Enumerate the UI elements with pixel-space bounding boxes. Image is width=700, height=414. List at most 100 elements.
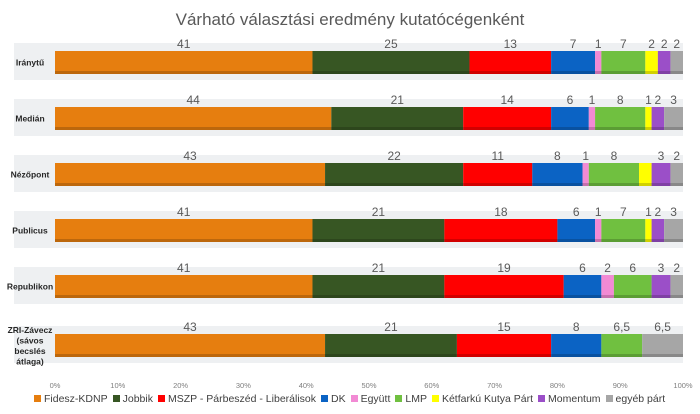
- data-label: 3: [658, 261, 665, 275]
- category-label: Iránytű: [16, 58, 44, 68]
- x-tick-label: 100%: [673, 381, 693, 390]
- legend-item: egyéb párt: [605, 393, 666, 405]
- x-axis-ticks: 0% 10% 20% 30% 40% 50% 60% 70% 80% 90% 100%: [50, 381, 693, 390]
- bar-segment: [651, 163, 671, 186]
- data-labels: 41 25 13 7 1 7 2 2 244 21 14 6 1 8 1 2 343 22 11 8 1 8 3 241 21 1…: [177, 37, 680, 334]
- data-label: 8: [554, 149, 561, 163]
- legend-label: Együtt: [360, 393, 391, 405]
- legend-item: Momentum: [538, 393, 601, 405]
- category-labels: Iránytű Medián Nézőpont Publicus Republikon Z…: [7, 58, 53, 367]
- category-label: Nézőpont: [11, 170, 50, 180]
- data-label: 7: [620, 37, 627, 51]
- bar-segment: [595, 51, 602, 74]
- data-label: 2: [673, 37, 680, 51]
- legend-swatch: [431, 395, 439, 402]
- data-label: 1: [589, 93, 596, 107]
- legend-swatch: [157, 395, 165, 402]
- bar-segment: [312, 51, 470, 74]
- data-label: 22: [387, 149, 401, 163]
- bar-segment: [601, 275, 614, 298]
- bar-segment: [444, 219, 558, 242]
- bar-segment: [588, 163, 640, 186]
- bar-segment: [551, 334, 602, 357]
- bar-shadow: [55, 295, 683, 298]
- data-label: 8: [573, 320, 580, 334]
- data-label: 41: [177, 261, 191, 275]
- data-label: 18: [494, 205, 508, 219]
- data-label: 2: [661, 37, 668, 51]
- legend-label: MSZP - Párbeszéd - Liberálisok: [167, 393, 316, 405]
- data-label: 2: [673, 149, 680, 163]
- data-label: 3: [658, 149, 665, 163]
- data-label: 6,5: [613, 320, 630, 334]
- data-label: 3: [670, 205, 677, 219]
- bar-segment: [601, 334, 643, 357]
- bar-segment: [55, 334, 326, 357]
- bar-segment: [563, 275, 602, 298]
- bar-segment: [444, 275, 564, 298]
- legend-label: Fidesz-KDNP: [44, 393, 108, 405]
- bar-segment: [642, 334, 683, 357]
- category-label: Publicus: [12, 226, 48, 236]
- data-label: 6: [573, 205, 580, 219]
- legend-swatch: [605, 395, 613, 402]
- data-label: 2: [655, 93, 662, 107]
- data-label: 1: [595, 37, 602, 51]
- bar-backdrops: [14, 43, 683, 363]
- legend-label: Jobbik: [122, 393, 153, 405]
- data-label: 2: [673, 261, 680, 275]
- data-label: 21: [372, 261, 386, 275]
- legend-swatch: [321, 395, 328, 402]
- bar-segment: [657, 51, 671, 74]
- legend-item: Fidesz-KDNP: [34, 393, 108, 405]
- bar-segment: [463, 163, 533, 186]
- legend-label: Momentum: [548, 393, 601, 405]
- bar-segment: [645, 107, 652, 130]
- bar-segment: [639, 163, 652, 186]
- legend-item: Kétfarkú Kutya Párt: [431, 393, 533, 405]
- chart-title: Várható választási eredmény kutatócégenk…: [175, 10, 525, 29]
- legend-item: MSZP - Párbeszéd - Liberálisok: [157, 393, 316, 405]
- data-label: 11: [492, 149, 505, 163]
- data-label: 2: [655, 205, 662, 219]
- bar-segment: [456, 334, 552, 357]
- legend: Fidesz-KDNP Jobbik MSZP - Párbeszéd - Libe…: [34, 393, 694, 405]
- data-label: 13: [504, 37, 518, 51]
- legend-swatch: [350, 395, 358, 402]
- bar-segment: [55, 107, 332, 130]
- data-label: 1: [645, 205, 652, 219]
- bar-segment: [664, 107, 683, 130]
- data-label: 25: [384, 37, 398, 51]
- bar-segment: [325, 334, 457, 357]
- data-label: 8: [617, 93, 624, 107]
- bar-shadow: [55, 71, 683, 74]
- bar-segment: [312, 219, 445, 242]
- bar-segment: [331, 107, 464, 130]
- bar-segment: [55, 51, 313, 74]
- data-label: 43: [183, 320, 197, 334]
- bar-segment: [645, 51, 658, 74]
- bar-segment: [651, 275, 671, 298]
- x-tick-label: 90%: [613, 381, 628, 390]
- x-tick-label: 0%: [50, 381, 61, 390]
- x-tick-label: 80%: [550, 381, 565, 390]
- x-tick-label: 70%: [487, 381, 502, 390]
- legend-swatch: [538, 395, 546, 402]
- data-label: 7: [620, 205, 627, 219]
- bar-segment: [55, 219, 313, 242]
- bar-segment: [557, 219, 596, 242]
- bar-segment: [551, 107, 589, 130]
- bar-segment: [55, 163, 326, 186]
- data-label: 19: [497, 261, 511, 275]
- data-label: 41: [177, 37, 191, 51]
- data-label: 21: [391, 93, 405, 107]
- x-tick-label: 60%: [424, 381, 439, 390]
- data-label: 7: [570, 37, 577, 51]
- bar-segment: [645, 219, 652, 242]
- legend-item: LMP: [395, 393, 427, 405]
- bar-segment: [613, 275, 652, 298]
- legend-label: egyéb párt: [615, 393, 666, 405]
- data-label: 1: [582, 149, 589, 163]
- category-label: Medián: [15, 114, 44, 124]
